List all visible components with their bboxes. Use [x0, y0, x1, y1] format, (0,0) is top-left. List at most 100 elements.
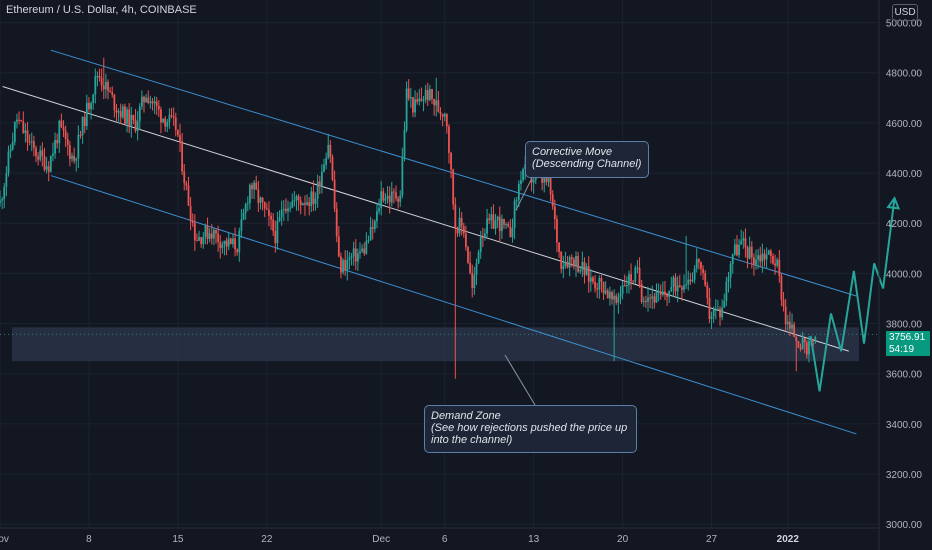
- candle-down: [803, 337, 806, 354]
- candle-body: [808, 341, 810, 355]
- projection-path: [809, 198, 896, 392]
- candle-body: [45, 166, 48, 170]
- candle-down: [335, 202, 338, 243]
- candle-body: [236, 249, 239, 253]
- candle-body: [659, 291, 662, 295]
- candle-body: [755, 259, 757, 265]
- candle-body: [719, 308, 721, 318]
- candle-body: [297, 196, 300, 201]
- candle-down: [774, 254, 776, 275]
- candle-body: [7, 151, 10, 174]
- candle-body: [733, 244, 736, 255]
- candle-down: [437, 91, 440, 113]
- candle-body: [196, 240, 198, 242]
- candle-down: [412, 97, 414, 118]
- candle-up: [278, 210, 281, 222]
- candle-body: [47, 166, 50, 172]
- candle-body: [138, 106, 141, 122]
- candle-down: [759, 246, 762, 268]
- candle-up: [166, 119, 169, 133]
- candle-down: [179, 123, 181, 153]
- candle-body: [522, 169, 524, 181]
- candle-up: [458, 207, 461, 237]
- candle-body: [778, 259, 781, 276]
- corrective-move-callout[interactable]: Corrective Move (Descending Channel): [525, 141, 649, 178]
- candle-up: [310, 186, 313, 213]
- candle-body: [58, 120, 61, 144]
- candle-up: [473, 266, 476, 295]
- candle-body: [473, 274, 476, 289]
- candle-body: [128, 109, 131, 127]
- candle-down: [769, 248, 772, 264]
- candle-up: [731, 253, 734, 274]
- candle-body: [714, 309, 717, 311]
- candle-body: [308, 202, 311, 207]
- candle-down: [587, 256, 590, 293]
- candle-down: [763, 249, 766, 267]
- candle-body: [327, 144, 330, 159]
- candle-up: [168, 108, 171, 129]
- candle-down: [274, 220, 277, 253]
- candle-down: [100, 68, 103, 92]
- candle-body: [92, 94, 95, 104]
- candle-down: [753, 253, 755, 276]
- candle-up: [246, 196, 249, 212]
- candle-down: [708, 287, 711, 324]
- candle-body: [812, 338, 815, 340]
- candle-up: [494, 213, 497, 235]
- candle-body: [181, 141, 184, 172]
- candle-up: [212, 227, 215, 246]
- candle-body: [310, 191, 313, 207]
- candle-body: [443, 113, 446, 117]
- candle-up: [327, 133, 330, 160]
- candle-up: [520, 171, 522, 191]
- candle-body: [22, 121, 25, 133]
- candle-body: [234, 238, 236, 250]
- candle-body: [765, 254, 768, 260]
- candle-body: [119, 111, 122, 118]
- candle-body: [132, 114, 135, 120]
- candle-body: [172, 116, 175, 118]
- candle-up: [786, 314, 789, 331]
- candle-body: [619, 293, 622, 298]
- candle-down: [200, 236, 203, 248]
- candle-down: [570, 254, 573, 268]
- candle-down: [784, 298, 787, 332]
- currency-button[interactable]: USD: [892, 4, 918, 21]
- candle-up: [517, 180, 520, 207]
- candle-body: [242, 212, 245, 220]
- candle-down: [464, 225, 467, 251]
- demand-title: Demand Zone: [431, 410, 501, 422]
- candle-body: [54, 140, 56, 154]
- candle-up: [814, 335, 817, 344]
- candle-down: [674, 273, 677, 296]
- candle-down: [128, 103, 131, 134]
- candle-down: [170, 108, 173, 119]
- demand-zone-callout[interactable]: Demand Zone (See how rejections pushed t…: [424, 405, 637, 453]
- candle-up: [405, 81, 408, 133]
- candle-body: [210, 233, 213, 239]
- x-tick-label: Dec: [372, 534, 390, 545]
- candle-up: [378, 198, 380, 215]
- candle-body: [276, 220, 279, 244]
- candle-down: [644, 295, 647, 308]
- candle-down: [556, 215, 558, 253]
- candle-body: [602, 281, 605, 294]
- candle-body: [9, 149, 12, 152]
- candle-down: [60, 113, 63, 129]
- candle-body: [763, 253, 766, 260]
- candle-up: [422, 95, 425, 112]
- candle-down: [263, 201, 266, 218]
- candle-body: [295, 196, 298, 201]
- candle-down: [333, 170, 336, 213]
- candle-up: [484, 228, 486, 241]
- candle-body: [380, 191, 383, 209]
- candle-down: [492, 204, 495, 229]
- candle-body: [668, 290, 671, 297]
- candle-body: [39, 150, 42, 160]
- candle-body: [509, 226, 512, 238]
- candle-body: [56, 140, 59, 144]
- candle-body: [681, 287, 683, 290]
- candle-up: [227, 232, 230, 251]
